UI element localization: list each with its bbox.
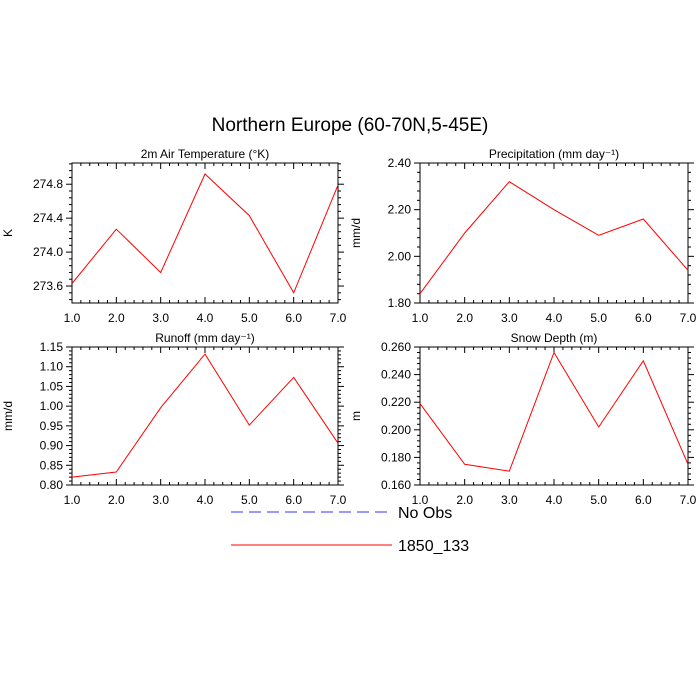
panel-title: Precipitation (mm day⁻¹) [489,147,619,161]
x-tick-label: 2.0 [108,311,125,325]
y-tick-label: 2.40 [388,156,412,170]
x-tick-label: 5.0 [241,311,258,325]
panel-title: Snow Depth (m) [511,331,598,345]
legend: No Obs 1850_133 [231,505,469,555]
panel-4: Snow Depth (m) m 1.0 2.0 3.0 4.0 5.0 6.0 7.0 0.16… [349,331,697,507]
x-tick-label: 5.0 [241,493,258,507]
y-tick-label: 274.0 [33,245,63,259]
x-tick-label: 1.0 [412,493,429,507]
y-tick-label: 0.160 [381,478,411,492]
y-axis-label: mm/d [349,218,363,248]
y-tick-label: 2.00 [388,249,412,263]
x-tick-label: 4.0 [197,311,214,325]
panel-title: 2m Air Temperature (°K) [141,147,270,161]
y-tick-label: 0.240 [381,368,411,382]
figure-title: Northern Europe (60-70N,5-45E) [212,115,489,136]
y-axis-label: K [1,229,15,237]
plot-frame [419,346,689,486]
y-tick-label: 1.15 [40,340,64,354]
x-tick-label: 7.0 [680,493,697,507]
series-line-0 [71,173,339,294]
x-tick-label: 6.0 [285,311,302,325]
x-tick-label: 6.0 [635,311,652,325]
x-tick-label: 2.0 [456,311,473,325]
y-axis-label: m [349,411,363,421]
y-tick-label: 0.260 [381,340,411,354]
panel-3: Runoff (mm day⁻¹) mm/d 1.0 2.0 3.0 4.0 5.0 6.0 7… [1,331,347,507]
x-tick-label: 3.0 [152,311,169,325]
legend-label-2: 1850_133 [398,538,469,555]
x-tick-label: 7.0 [680,311,697,325]
x-tick-label: 7.0 [330,493,347,507]
y-tick-label: 273.6 [33,279,63,293]
y-tick-label: 0.85 [40,458,64,472]
x-tick-label: 5.0 [590,311,607,325]
plot-frame [71,346,339,486]
x-tick-label: 1.0 [412,311,429,325]
x-tick-label: 4.0 [546,311,563,325]
x-tick-label: 6.0 [285,493,302,507]
y-tick-label: 2.20 [388,203,412,217]
panel-2: Precipitation (mm day⁻¹) mm/d 1.0 2.0 3.0 4.0… [349,147,697,325]
y-tick-label: 1.80 [388,296,412,310]
y-tick-label: 0.200 [381,423,411,437]
panel-title: Runoff (mm day⁻¹) [155,331,254,345]
x-tick-label: 1.0 [64,493,81,507]
x-tick-label: 3.0 [501,493,518,507]
x-tick-label: 4.0 [546,493,563,507]
y-tick-label: 0.80 [40,478,64,492]
y-tick-label: 1.05 [40,379,64,393]
x-tick-label: 3.0 [501,311,518,325]
x-tick-label: 5.0 [590,493,607,507]
plot-frame [419,162,689,304]
y-tick-label: 0.90 [40,439,64,453]
series-line-0 [419,351,689,472]
y-tick-label: 274.4 [33,211,63,225]
y-axis-label: mm/d [1,401,15,431]
y-tick-label: 1.10 [40,360,64,374]
series-line-0 [419,181,689,294]
series-line-0 [71,353,339,478]
panel-1: 2m Air Temperature (°K) K 1.0 2.0 3.0 4.0 5.0 6… [1,147,347,325]
y-tick-label: 0.220 [381,395,411,409]
x-tick-label: 2.0 [456,493,473,507]
y-tick-label: 274.8 [33,177,63,191]
x-tick-label: 4.0 [197,493,214,507]
y-tick-label: 0.180 [381,450,411,464]
x-tick-label: 7.0 [330,311,347,325]
panels: 2m Air Temperature (°K) K 1.0 2.0 3.0 4.0 5.0 6… [1,147,697,507]
y-tick-label: 0.95 [40,419,64,433]
x-tick-label: 1.0 [64,311,81,325]
x-tick-label: 6.0 [635,493,652,507]
legend-label-1: No Obs [398,505,452,522]
y-tick-label: 1.00 [40,399,64,413]
x-tick-label: 2.0 [108,493,125,507]
x-tick-label: 3.0 [152,493,169,507]
